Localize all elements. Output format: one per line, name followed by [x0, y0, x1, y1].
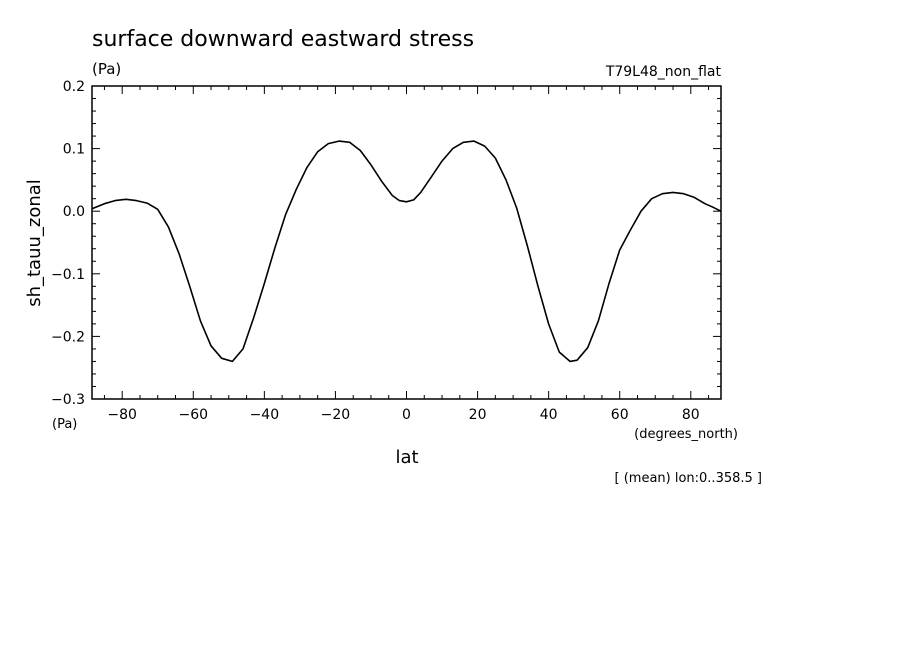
tick-labels: −80 −60 −40 −20 0 20 40 60 80 −0.3 −0.2 −0.1 0.0 0.1 0…	[51, 79, 700, 423]
x-tick-label: 40	[540, 407, 558, 423]
y-units: (Pa)	[52, 417, 77, 432]
x-tick-label: 0	[402, 407, 411, 423]
y-tick-label: 0.0	[63, 204, 85, 220]
x-tick-label: −60	[179, 407, 209, 423]
x-tick-label: −20	[321, 407, 351, 423]
x-tick-label: 60	[611, 407, 629, 423]
plot-frame	[91, 85, 722, 400]
x-tick-label: 20	[469, 407, 487, 423]
chart-title: surface downward eastward stress	[92, 27, 474, 52]
x-units: (degrees_north)	[634, 427, 738, 442]
x-tick-label: 80	[682, 407, 700, 423]
y-tick-label: 0.2	[63, 79, 85, 95]
x-tick-label: −40	[250, 407, 280, 423]
axis-ticks	[92, 85, 721, 400]
experiment-label: T79L48_non_flat	[605, 64, 722, 80]
y-tick-label: −0.1	[51, 267, 85, 283]
x-tick-label: −80	[107, 407, 137, 423]
series-line	[91, 140, 722, 363]
footnote: [ (mean) lon:0..358.5 ]	[615, 471, 763, 486]
title-units: (Pa)	[92, 60, 121, 78]
y-tick-label: −0.2	[51, 329, 85, 345]
x-axis-label: lat	[395, 447, 418, 468]
y-tick-label: −0.3	[51, 392, 85, 408]
y-axis-label: sh_tauu_zonal	[24, 179, 45, 307]
y-tick-label: 0.1	[63, 142, 85, 158]
